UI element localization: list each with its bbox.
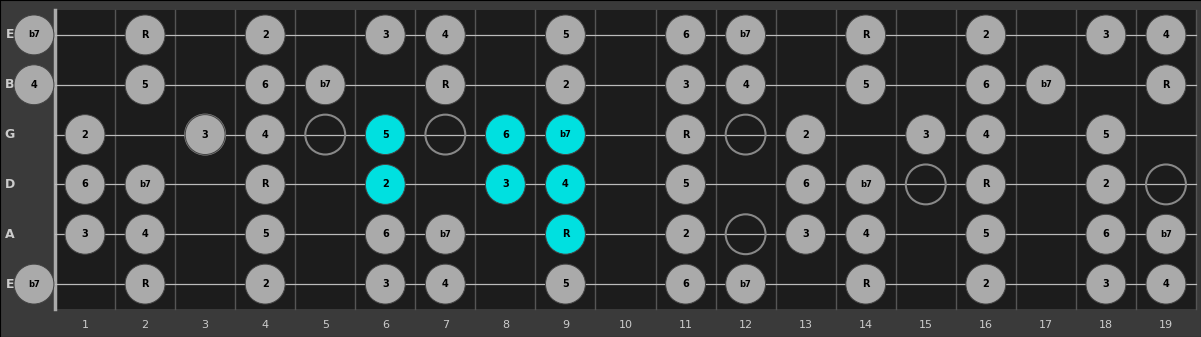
Text: 3: 3 (202, 320, 209, 330)
Text: A: A (5, 228, 14, 241)
Circle shape (65, 115, 104, 155)
Text: 5: 5 (322, 320, 329, 330)
Text: 2: 2 (382, 179, 389, 189)
Text: b7: b7 (440, 230, 452, 239)
Circle shape (785, 214, 825, 254)
Circle shape (1086, 214, 1125, 254)
Circle shape (846, 65, 885, 105)
Text: b7: b7 (139, 180, 151, 189)
Circle shape (725, 65, 765, 105)
Text: 6: 6 (982, 80, 990, 90)
Text: 3: 3 (382, 279, 389, 289)
Circle shape (14, 65, 54, 105)
Circle shape (365, 115, 405, 155)
Circle shape (245, 65, 285, 105)
Text: 1: 1 (82, 320, 89, 330)
Text: b7: b7 (740, 30, 752, 39)
Circle shape (966, 115, 1005, 155)
Text: 3: 3 (922, 130, 930, 140)
Text: 4: 4 (262, 130, 269, 140)
Circle shape (245, 214, 285, 254)
Text: R: R (982, 179, 990, 189)
Circle shape (125, 214, 165, 254)
Circle shape (545, 264, 585, 304)
Text: 6: 6 (682, 279, 689, 289)
Text: 3: 3 (382, 30, 389, 40)
Circle shape (545, 15, 585, 55)
Circle shape (125, 65, 165, 105)
Circle shape (65, 164, 104, 204)
Text: b7: b7 (740, 280, 752, 288)
Circle shape (245, 15, 285, 55)
Text: 3: 3 (1103, 279, 1110, 289)
Text: 2: 2 (1103, 179, 1110, 189)
Circle shape (425, 214, 465, 254)
Circle shape (1086, 115, 1125, 155)
Text: R: R (142, 279, 149, 289)
Text: 5: 5 (142, 80, 149, 90)
Circle shape (785, 164, 825, 204)
Text: 18: 18 (1099, 320, 1113, 330)
Circle shape (14, 15, 54, 55)
Circle shape (425, 264, 465, 304)
Circle shape (125, 15, 165, 55)
Text: 6: 6 (802, 179, 809, 189)
Circle shape (665, 264, 705, 304)
Text: 4: 4 (142, 229, 149, 239)
Text: 2: 2 (262, 279, 269, 289)
Text: 2: 2 (142, 320, 149, 330)
Circle shape (665, 164, 705, 204)
Text: b7: b7 (1160, 230, 1172, 239)
Text: 19: 19 (1159, 320, 1173, 330)
Circle shape (966, 164, 1005, 204)
Circle shape (665, 115, 705, 155)
Circle shape (846, 264, 885, 304)
Text: R: R (862, 279, 870, 289)
Text: 4: 4 (982, 130, 990, 140)
Text: 2: 2 (982, 279, 990, 289)
Text: 2: 2 (262, 30, 269, 40)
Text: 4: 4 (442, 30, 449, 40)
Circle shape (906, 115, 945, 155)
Text: 14: 14 (859, 320, 873, 330)
Circle shape (846, 164, 885, 204)
Text: R: R (862, 30, 870, 40)
Text: 4: 4 (862, 229, 870, 239)
Circle shape (125, 264, 165, 304)
Text: E: E (6, 28, 14, 41)
Text: 4: 4 (30, 80, 37, 90)
Text: 4: 4 (562, 179, 569, 189)
Circle shape (14, 264, 54, 304)
Text: 12: 12 (739, 320, 753, 330)
Text: 4: 4 (1163, 279, 1170, 289)
Circle shape (1146, 214, 1185, 254)
Text: D: D (5, 178, 16, 191)
Text: 2: 2 (562, 80, 569, 90)
Text: 6: 6 (1103, 229, 1110, 239)
Text: 2: 2 (82, 130, 89, 140)
Circle shape (665, 15, 705, 55)
Text: R: R (442, 80, 449, 90)
Text: 10: 10 (619, 320, 633, 330)
Text: 15: 15 (919, 320, 933, 330)
Text: 4: 4 (262, 320, 269, 330)
Circle shape (846, 15, 885, 55)
Text: b7: b7 (319, 80, 331, 89)
Text: 5: 5 (862, 80, 870, 90)
Circle shape (365, 164, 405, 204)
Text: 3: 3 (682, 80, 689, 90)
Circle shape (365, 264, 405, 304)
Text: 5: 5 (982, 229, 990, 239)
Text: 5: 5 (382, 130, 389, 140)
Circle shape (1146, 15, 1185, 55)
Circle shape (125, 164, 165, 204)
Text: 6: 6 (502, 130, 509, 140)
Text: 6: 6 (382, 229, 389, 239)
Circle shape (1086, 164, 1125, 204)
Text: 7: 7 (442, 320, 449, 330)
Text: b7: b7 (860, 180, 872, 189)
Text: 13: 13 (799, 320, 813, 330)
Circle shape (846, 214, 885, 254)
Circle shape (545, 214, 585, 254)
